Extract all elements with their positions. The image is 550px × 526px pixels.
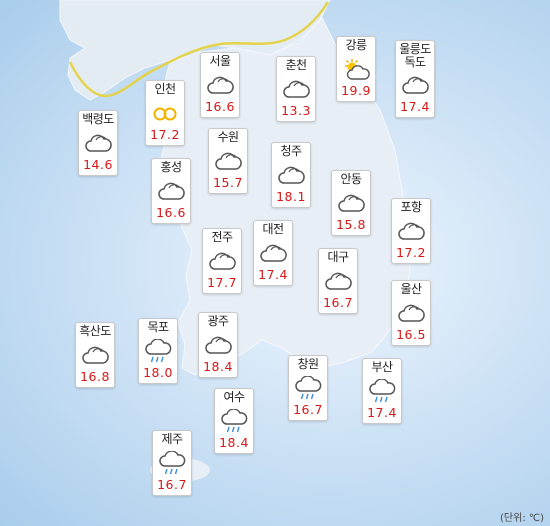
cloudy-icon	[213, 149, 243, 175]
city-temperature: 16.6	[205, 99, 235, 114]
city-name: 대전	[262, 222, 284, 236]
cloudy-icon	[258, 241, 288, 267]
city-temperature: 16.7	[323, 295, 353, 310]
cloudy-icon	[400, 73, 430, 99]
city-name: 수원	[217, 130, 239, 144]
cloudy-icon	[83, 131, 113, 157]
cloudy-icon	[336, 191, 366, 217]
city-card-gwangju: 광주 18.4	[198, 312, 238, 378]
city-name: 대구	[327, 250, 349, 264]
cloudy-icon	[156, 179, 186, 205]
city-name: 부산	[371, 360, 393, 374]
city-card-daejeon: 대전 17.4	[253, 220, 293, 286]
city-card-baengnyeongdo: 백령도 14.6	[78, 110, 118, 176]
city-card-ulsan: 울산 16.5	[391, 280, 431, 346]
partly-cloudy-icon	[341, 57, 371, 83]
city-temperature: 15.7	[213, 175, 243, 190]
city-temperature: 17.2	[396, 245, 426, 260]
city-card-daegu: 대구 16.7	[318, 248, 358, 314]
city-name: 안동	[340, 172, 362, 186]
rain-icon	[293, 375, 323, 402]
city-name: 목포	[147, 320, 169, 334]
cloudy-icon	[396, 301, 426, 327]
city-card-jeonju: 전주 17.7	[202, 228, 242, 294]
city-temperature: 13.3	[281, 103, 311, 118]
city-name: 울산	[400, 282, 422, 296]
city-temperature: 16.5	[396, 327, 426, 342]
city-name: 여수	[223, 390, 245, 404]
rain-icon	[219, 408, 249, 435]
cloudy-icon	[396, 219, 426, 245]
city-name: 울릉도 독도	[399, 42, 431, 69]
cloudy-icon	[80, 343, 110, 369]
cloudy-icon	[276, 163, 306, 189]
city-temperature: 17.4	[400, 99, 430, 114]
city-name: 광주	[207, 314, 229, 328]
city-card-seoul: 서울 16.6	[200, 52, 240, 118]
city-temperature: 17.2	[150, 127, 180, 142]
city-name: 인천	[154, 82, 176, 96]
haze-icon	[150, 101, 180, 127]
city-card-incheon: 인천 17.2	[145, 80, 185, 146]
dmz-border-line	[68, 1, 330, 98]
city-card-mokpo: 목포 18.0	[138, 318, 178, 384]
city-card-andong: 안동 15.8	[331, 170, 371, 236]
city-card-changwon: 창원 16.7	[288, 355, 328, 421]
city-temperature: 16.6	[156, 205, 186, 220]
city-temperature: 18.0	[143, 365, 173, 380]
city-temperature: 16.7	[293, 402, 323, 417]
city-temperature: 18.4	[219, 435, 249, 450]
rain-icon	[367, 378, 397, 405]
city-name: 창원	[297, 357, 319, 371]
city-temperature: 17.4	[367, 405, 397, 420]
rain-icon	[157, 450, 187, 477]
city-temperature: 17.4	[258, 267, 288, 282]
city-temperature: 18.4	[203, 359, 233, 374]
city-temperature: 16.7	[157, 477, 187, 492]
city-card-pohang: 포항 17.2	[391, 198, 431, 264]
city-name: 제주	[161, 432, 183, 446]
city-temperature: 18.1	[276, 189, 306, 204]
cloudy-icon	[281, 77, 311, 103]
city-card-gangneung: 강릉 19.9	[336, 36, 376, 102]
city-temperature: 17.7	[207, 275, 237, 290]
city-name: 포항	[400, 200, 422, 214]
rain-icon	[143, 338, 173, 365]
city-name: 전주	[211, 230, 233, 244]
city-name: 흑산도	[79, 324, 111, 338]
city-card-yeosu: 여수 18.4	[214, 388, 254, 454]
city-name: 백령도	[82, 112, 114, 126]
city-temperature: 14.6	[83, 157, 113, 172]
city-temperature: 15.8	[336, 217, 366, 232]
city-name: 강릉	[345, 38, 367, 52]
city-name: 춘천	[285, 58, 307, 72]
city-card-cheongju: 청주 18.1	[271, 142, 311, 208]
cloudy-icon	[205, 73, 235, 99]
city-name: 청주	[280, 144, 302, 158]
cloudy-icon	[203, 333, 233, 359]
city-card-heuksando: 흑산도 16.8	[75, 322, 115, 388]
city-card-hongseong: 홍성 16.6	[151, 158, 191, 224]
city-temperature: 19.9	[341, 83, 371, 98]
city-card-ulleungdo: 울릉도 독도 17.4	[395, 40, 435, 118]
city-temperature: 16.8	[80, 369, 110, 384]
cloudy-icon	[323, 269, 353, 295]
city-card-busan: 부산 17.4	[362, 358, 402, 424]
city-name: 서울	[209, 54, 231, 68]
cloudy-icon	[207, 249, 237, 275]
city-card-suwon: 수원 15.7	[208, 128, 248, 194]
city-card-jeju: 제주 16.7	[152, 430, 192, 496]
city-name: 홍성	[160, 160, 182, 174]
city-card-chuncheon: 춘천 13.3	[276, 56, 316, 122]
unit-label: (단위: ℃)	[500, 513, 544, 524]
